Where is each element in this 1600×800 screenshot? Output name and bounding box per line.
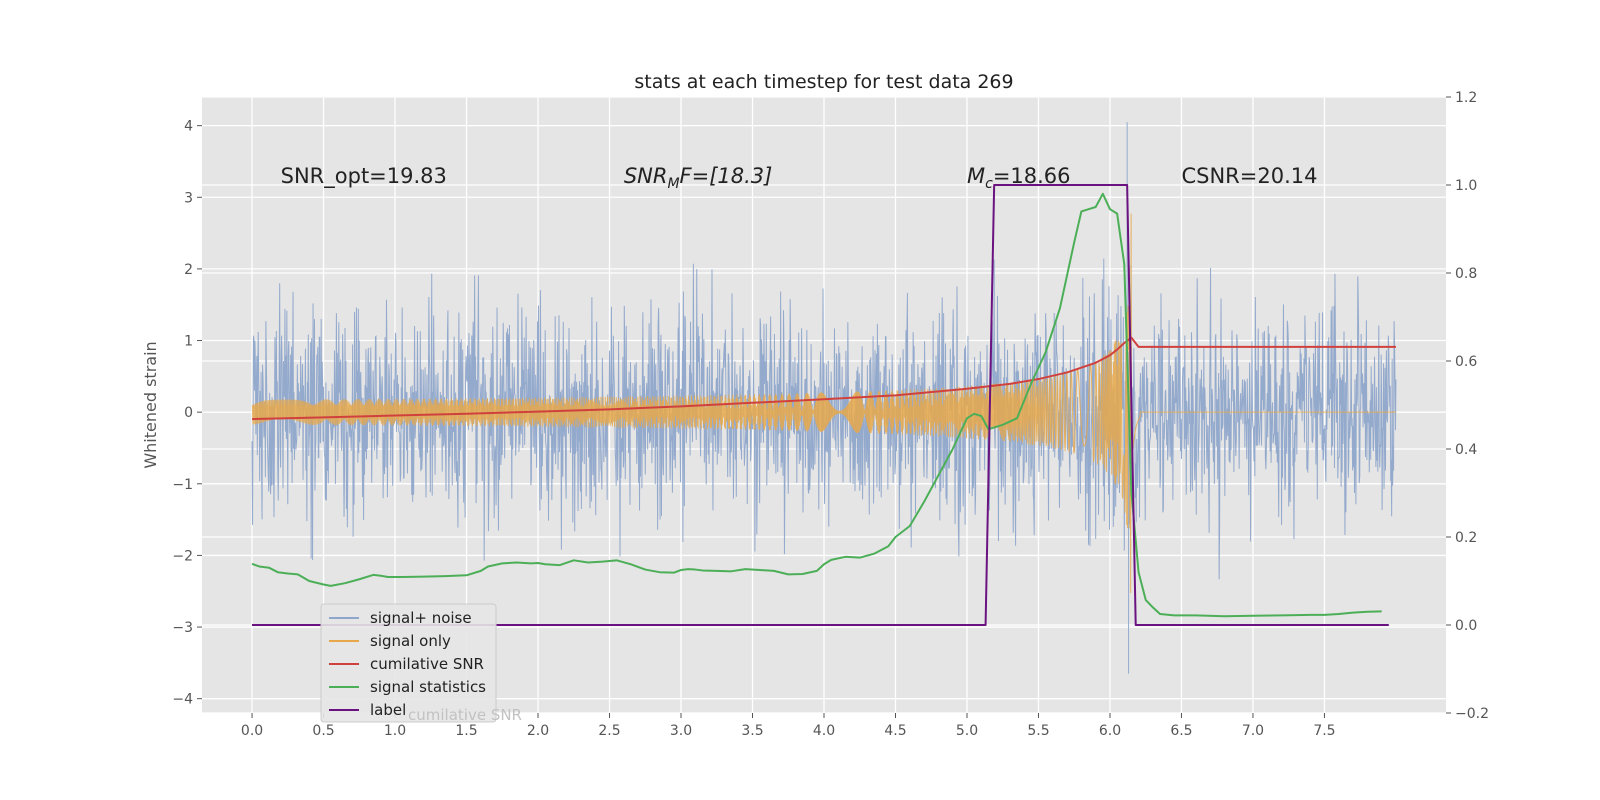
legend: cumilative SNR signal+ noise signal only cu… — [320, 603, 522, 724]
y-left-tick-label: 0 — [184, 405, 193, 421]
annotation-snr-mf: SNRMF=[18.3] — [624, 164, 773, 192]
y-left-tick-label: 3 — [184, 190, 193, 206]
legend-entry: signal+ noise — [370, 609, 472, 627]
x-tick-label: 4.5 — [884, 723, 906, 739]
x-tick-label: 1.0 — [384, 723, 406, 739]
y-right-tick-label: 1.0 — [1455, 178, 1477, 194]
series-cumilative-snr — [252, 336, 1396, 421]
legend-entry: label — [370, 701, 406, 719]
series-layer — [251, 122, 1397, 674]
x-tick-label: 4.0 — [813, 723, 835, 739]
y-right-tick-label: 0.2 — [1455, 530, 1477, 546]
y-left-tick-label: 2 — [184, 262, 193, 278]
y-left-tick-label: −3 — [172, 620, 193, 636]
annotations: SNR_opt=19.83 SNRMF=[18.3] Mc=18.66 CSNR=20… — [281, 164, 1318, 192]
x-tick-label: 7.0 — [1242, 723, 1264, 739]
x-tick-label: 3.0 — [670, 723, 692, 739]
y-right-tick-label: 0.8 — [1455, 266, 1477, 282]
chart-title: stats at each timestep for test data 269 — [634, 71, 1013, 93]
annotation-snr-opt: SNR_opt=19.83 — [281, 164, 447, 189]
y-right-tick-label: 0.6 — [1455, 354, 1477, 370]
y-left-tick-label: −4 — [172, 692, 193, 708]
legend-box — [320, 603, 497, 723]
x-tick-label: 2.0 — [527, 723, 549, 739]
y-left-tick-label: −1 — [172, 477, 193, 493]
legend-overlay-text: cumilative SNR — [408, 706, 522, 724]
x-tick-label: 6.5 — [1170, 723, 1192, 739]
x-tick-label: 0.5 — [312, 723, 334, 739]
x-tick-label: 6.0 — [1099, 723, 1121, 739]
y-left-tick-label: 4 — [184, 119, 193, 135]
y-right-tick-label: 0.0 — [1455, 618, 1477, 634]
y-left-tick-label: −2 — [172, 548, 193, 564]
y-right-tick-label: 1.2 — [1455, 90, 1477, 106]
x-tick-label: 7.5 — [1313, 723, 1335, 739]
x-tick-label: 1.5 — [455, 723, 477, 739]
y-right-tick-label: −0.2 — [1455, 706, 1489, 722]
series-label — [252, 184, 1389, 626]
legend-entry: cumilative SNR — [370, 655, 484, 673]
x-tick-label: 0.0 — [241, 723, 263, 739]
y-axis-left: −4 −3 −2 −1 0 1 2 3 4 — [172, 119, 202, 708]
annotation-chirp-mass: Mc=18.66 — [967, 164, 1071, 192]
legend-entry: signal only — [370, 632, 451, 650]
x-tick-label: 5.0 — [956, 723, 978, 739]
annotation-csnr: CSNR=20.14 — [1181, 164, 1317, 188]
legend-entry: signal statistics — [370, 678, 486, 696]
x-tick-label: 3.5 — [741, 723, 763, 739]
x-tick-label: 5.5 — [1027, 723, 1049, 739]
series-signal-only — [251, 213, 1396, 594]
x-tick-label: 2.5 — [598, 723, 620, 739]
y-left-tick-label: 1 — [184, 334, 193, 350]
y-axis-label: Whitened strain — [141, 341, 160, 468]
x-axis: 0.0 0.5 1.0 1.5 2.0 2.5 3.0 3.5 4.0 4.5 5.0 5.5 6.0 6… — [241, 713, 1336, 739]
y-right-tick-label: 0.4 — [1455, 442, 1477, 458]
y-axis-right: −0.2 0.0 0.2 0.4 0.6 0.8 1.0 1.2 — [1446, 90, 1489, 722]
